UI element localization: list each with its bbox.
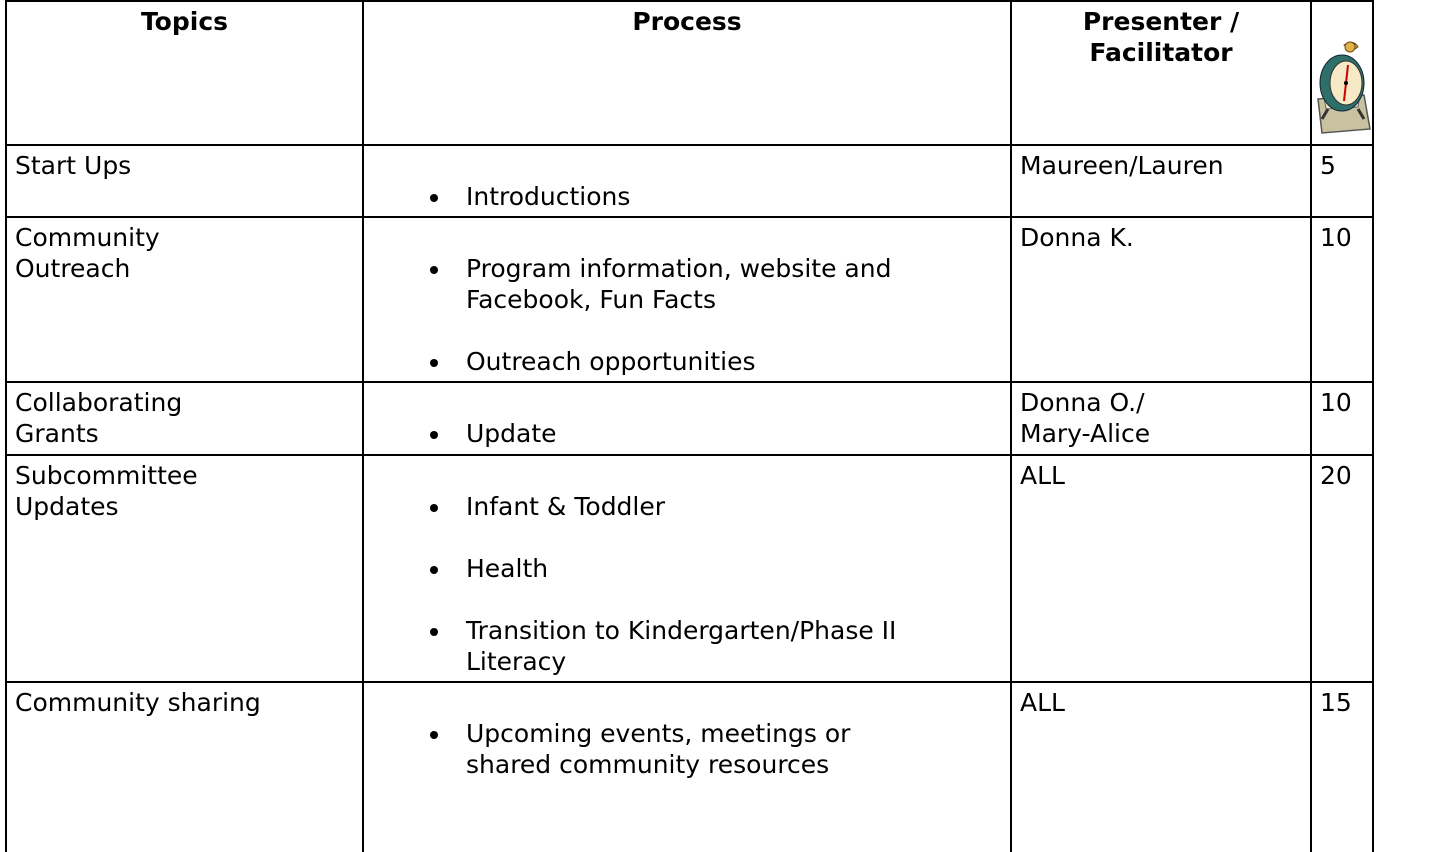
topic: Community sharing (5, 681, 364, 852)
minutes: 20 (1310, 454, 1374, 683)
minutes: 5 (1310, 144, 1374, 218)
process: Introductions (362, 144, 1012, 218)
process: Upcoming events, meetings or shared comm… (362, 681, 1012, 852)
process-item: Transition to Kindergarten/Phase II Lite… (452, 615, 1002, 677)
presenter: Donna O./ Mary-Alice (1010, 381, 1312, 456)
minutes: 15 (1310, 681, 1374, 852)
agenda-row: Community Outreach Program information, … (5, 216, 1374, 383)
clock-cell (1310, 0, 1374, 146)
topic: Start Ups (5, 144, 364, 218)
header-cell: Topics (5, 0, 364, 146)
process: Infant & Toddler Health Transition to Ki… (362, 454, 1012, 683)
header-cell: Presenter / Facilitator (1010, 0, 1312, 146)
process-item: Program information, website and Faceboo… (452, 253, 1002, 315)
agenda-table: Topics Process Presenter / Facilitator S… (5, 0, 1374, 852)
process: Program information, website and Faceboo… (362, 216, 1012, 383)
process: Update (362, 381, 1012, 456)
header-row: Topics Process Presenter / Facilitator (5, 0, 1374, 146)
process-item: Introductions (452, 181, 1002, 212)
process-item: Health (452, 553, 1002, 584)
process-item: Update (452, 418, 1002, 449)
presenter: Maureen/Lauren (1010, 144, 1312, 218)
topic: Collaborating Grants (5, 381, 364, 456)
agenda-row: Collaborating Grants Update Donna O./ Ma… (5, 381, 1374, 456)
clock-icon (1317, 41, 1371, 134)
header-cell: Process (362, 0, 1012, 146)
topic: Community Outreach (5, 216, 364, 383)
presenter: ALL (1010, 454, 1312, 683)
agenda-row: Community sharing Upcoming events, meeti… (5, 681, 1374, 852)
process-item: Outreach opportunities (452, 346, 1002, 377)
page: {"table": { "header": ["Topics", "Proces… (0, 0, 1449, 658)
process-item: Infant & Toddler (452, 491, 1002, 522)
process-item: Upcoming events, meetings or shared comm… (452, 718, 1002, 780)
document: Topics Process Presenter / Facilitator S… (0, 0, 1449, 658)
minutes: 10 (1310, 216, 1374, 383)
agenda-row: Subcommittee Updates Infant & Toddler He… (5, 454, 1374, 683)
topic: Subcommittee Updates (5, 454, 364, 683)
presenter: ALL (1010, 681, 1312, 852)
agenda-row: Start Ups Introductions Maureen/Lauren 5 (5, 144, 1374, 218)
minutes: 10 (1310, 381, 1374, 456)
presenter: Donna K. (1010, 216, 1312, 383)
